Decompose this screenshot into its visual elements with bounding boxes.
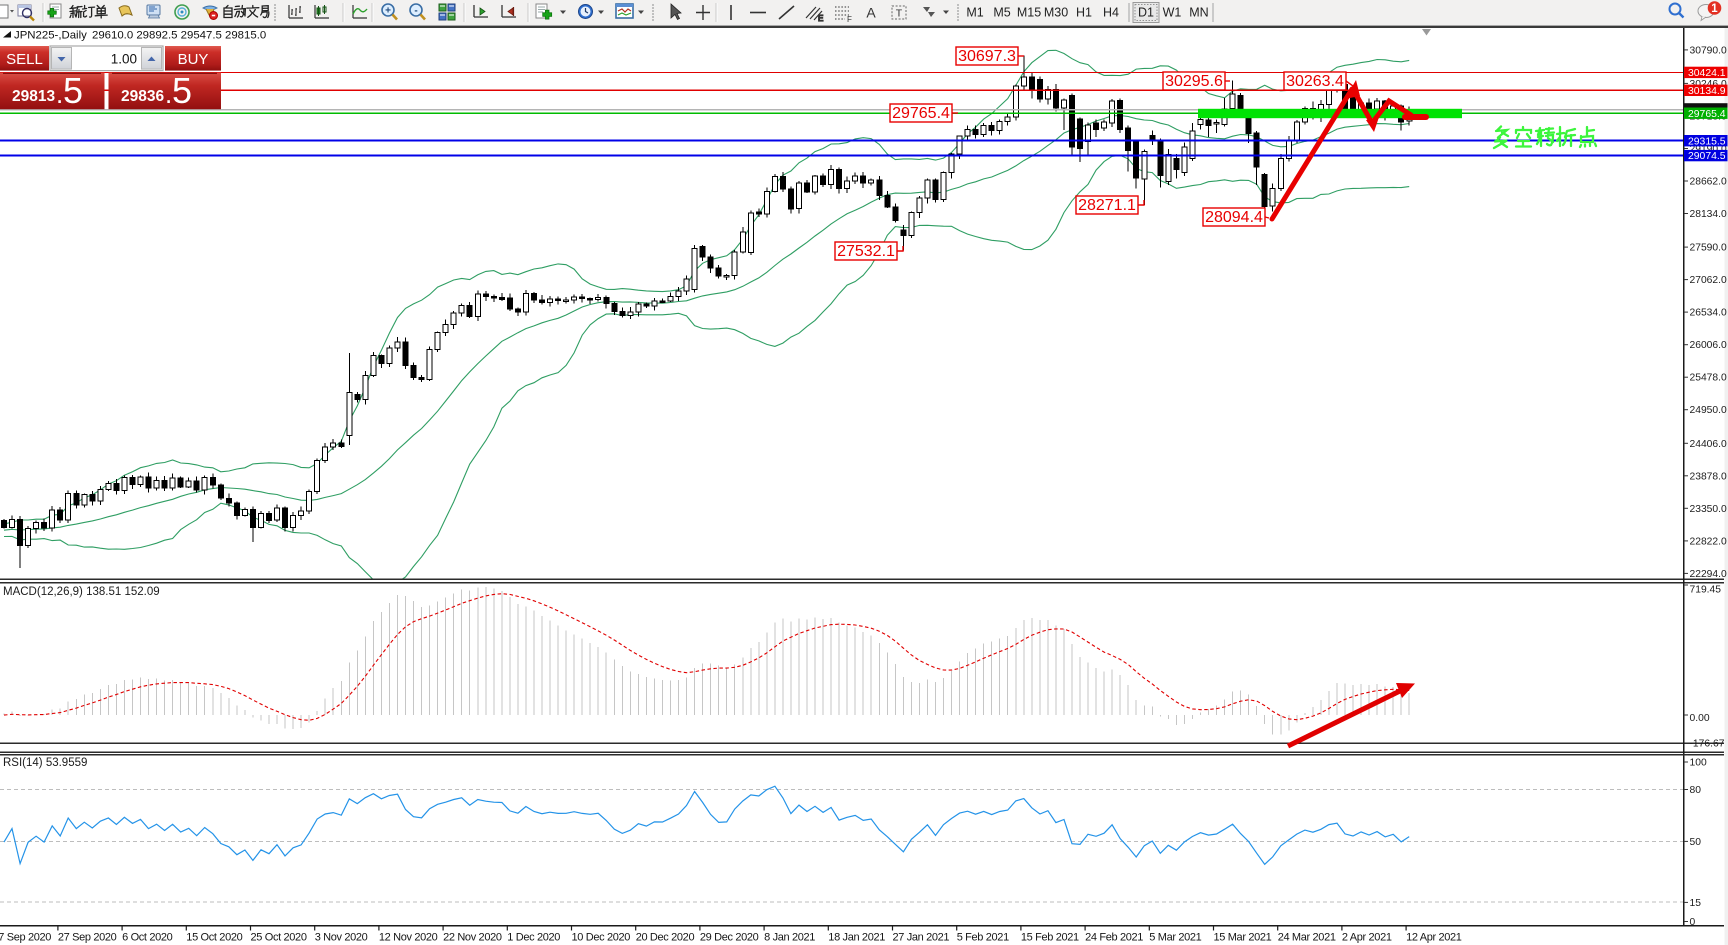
svg-text:12 Nov 2020: 12 Nov 2020 <box>379 932 438 944</box>
svg-text:D1: D1 <box>1138 6 1154 20</box>
svg-text:10 Dec 2020: 10 Dec 2020 <box>572 932 631 944</box>
svg-text:.: . <box>56 79 63 109</box>
svg-text:15: 15 <box>1690 898 1702 909</box>
svg-text:24406.0: 24406.0 <box>1690 439 1727 450</box>
svg-text:29765.4: 29765.4 <box>892 105 950 122</box>
svg-text:M15: M15 <box>1017 6 1041 20</box>
svg-text:28134.0: 28134.0 <box>1690 209 1727 220</box>
svg-text:0.00: 0.00 <box>1690 713 1710 724</box>
svg-text:T: T <box>896 8 903 20</box>
svg-text:1.00: 1.00 <box>111 52 137 67</box>
svg-text:W1: W1 <box>1163 6 1182 20</box>
svg-text:29190.0: 29190.0 <box>1690 144 1727 155</box>
svg-text:H1: H1 <box>1076 6 1092 20</box>
svg-text:28271.1: 28271.1 <box>1078 197 1136 214</box>
svg-text:25478.0: 25478.0 <box>1690 373 1727 384</box>
svg-text:8 Jan 2021: 8 Jan 2021 <box>764 932 815 944</box>
svg-text:29813: 29813 <box>12 88 55 105</box>
svg-text:22 Nov 2020: 22 Nov 2020 <box>443 932 502 944</box>
svg-text:1 Dec 2020: 1 Dec 2020 <box>507 932 560 944</box>
svg-text:F: F <box>847 15 852 24</box>
svg-text:27590.0: 27590.0 <box>1690 243 1727 254</box>
svg-text:M1: M1 <box>966 6 983 20</box>
svg-text:28094.4: 28094.4 <box>1205 209 1263 226</box>
svg-text:17 Sep 2020: 17 Sep 2020 <box>0 932 51 944</box>
svg-text:0: 0 <box>1690 917 1696 928</box>
svg-text:BUY: BUY <box>178 51 209 68</box>
svg-text:15 Feb 2021: 15 Feb 2021 <box>1021 932 1079 944</box>
svg-text:80: 80 <box>1690 785 1702 796</box>
svg-text:M30: M30 <box>1044 6 1068 20</box>
svg-text:27 Jan 2021: 27 Jan 2021 <box>893 932 950 944</box>
svg-text:18 Jan 2021: 18 Jan 2021 <box>828 932 885 944</box>
svg-text:6 Oct 2020: 6 Oct 2020 <box>122 932 173 944</box>
svg-text:30790.0: 30790.0 <box>1690 45 1727 56</box>
svg-text:E: E <box>818 14 823 23</box>
svg-text:29074.5: 29074.5 <box>1688 151 1726 162</box>
svg-text:15 Oct 2020: 15 Oct 2020 <box>186 932 242 944</box>
svg-text:20 Dec 2020: 20 Dec 2020 <box>636 932 695 944</box>
svg-text:29610.0 29892.5 29547.5 29815.: 29610.0 29892.5 29547.5 29815.0 <box>92 29 266 41</box>
svg-text:100: 100 <box>1690 758 1707 769</box>
svg-text:30295.6: 30295.6 <box>1165 73 1223 90</box>
svg-text:24 Feb 2021: 24 Feb 2021 <box>1085 932 1143 944</box>
svg-text:JPN225-,Daily: JPN225-,Daily <box>14 29 87 41</box>
svg-text:-176.67: -176.67 <box>1690 739 1725 750</box>
svg-text:5 Mar 2021: 5 Mar 2021 <box>1149 932 1201 944</box>
svg-text:22294.0: 22294.0 <box>1690 569 1727 580</box>
svg-text:719.45: 719.45 <box>1690 585 1722 596</box>
svg-text:1: 1 <box>1711 3 1718 15</box>
svg-text:29836: 29836 <box>121 88 164 105</box>
svg-text:29765.4: 29765.4 <box>1688 109 1726 120</box>
svg-text:26534.0: 26534.0 <box>1690 308 1727 319</box>
svg-text:30134.9: 30134.9 <box>1688 86 1726 97</box>
svg-text:30424.1: 30424.1 <box>1688 68 1726 79</box>
svg-text:RSI(14) 53.9559: RSI(14) 53.9559 <box>3 757 87 769</box>
svg-text:12 Apr 2021: 12 Apr 2021 <box>1406 932 1462 944</box>
svg-text:MACD(12,26,9) 138.51 152.09: MACD(12,26,9) 138.51 152.09 <box>3 586 160 598</box>
svg-text:2 Apr 2021: 2 Apr 2021 <box>1342 932 1392 944</box>
svg-text:SELL: SELL <box>6 51 43 68</box>
svg-text:22822.0: 22822.0 <box>1690 536 1727 547</box>
svg-text:H4: H4 <box>1103 6 1119 20</box>
svg-text:25 Oct 2020: 25 Oct 2020 <box>251 932 307 944</box>
svg-text:23878.0: 23878.0 <box>1690 471 1727 482</box>
svg-text:M5: M5 <box>993 6 1010 20</box>
svg-text:50: 50 <box>1690 837 1702 848</box>
svg-text:30697.3: 30697.3 <box>958 48 1016 65</box>
svg-text:24 Mar 2021: 24 Mar 2021 <box>1278 932 1336 944</box>
svg-text:-: - <box>414 6 417 17</box>
svg-text:28662.0: 28662.0 <box>1690 177 1727 188</box>
svg-text:3 Nov 2020: 3 Nov 2020 <box>315 932 368 944</box>
svg-text:5: 5 <box>172 70 192 111</box>
svg-text:27 Sep 2020: 27 Sep 2020 <box>58 932 117 944</box>
svg-text:26006.0: 26006.0 <box>1690 340 1727 351</box>
svg-text:15 Mar 2021: 15 Mar 2021 <box>1214 932 1272 944</box>
svg-text:.: . <box>165 79 172 109</box>
svg-text:27062.0: 27062.0 <box>1690 275 1727 286</box>
svg-text:29 Dec 2020: 29 Dec 2020 <box>700 932 759 944</box>
svg-text:MN: MN <box>1189 6 1208 20</box>
svg-text:27532.1: 27532.1 <box>837 243 895 260</box>
svg-text:23350.0: 23350.0 <box>1690 504 1727 515</box>
svg-text:5: 5 <box>63 70 83 111</box>
svg-text:29315.5: 29315.5 <box>1688 136 1726 147</box>
svg-text:A: A <box>866 5 876 21</box>
svg-text:5 Feb 2021: 5 Feb 2021 <box>957 932 1009 944</box>
svg-text:+: + <box>385 6 391 17</box>
svg-text:24950.0: 24950.0 <box>1690 405 1727 416</box>
svg-text:30263.4: 30263.4 <box>1286 73 1344 90</box>
svg-text:30246.0: 30246.0 <box>1690 79 1727 90</box>
